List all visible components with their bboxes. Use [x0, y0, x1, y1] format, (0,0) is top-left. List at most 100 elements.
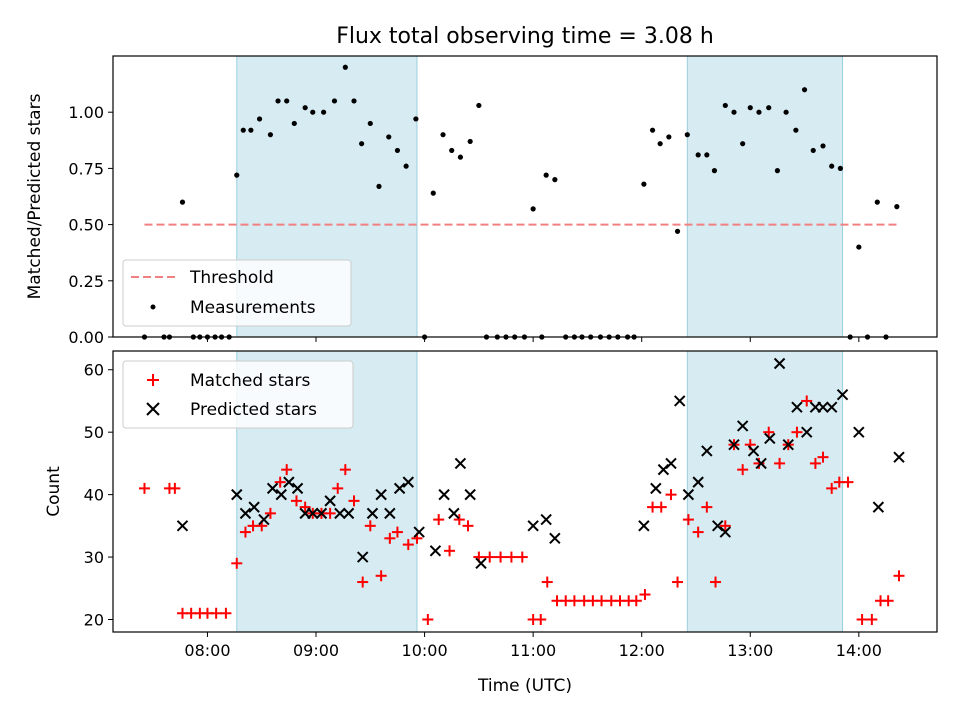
matched-stars-point — [596, 595, 608, 607]
predicted-stars-point-stroke — [454, 457, 467, 470]
predicted-stars-point — [682, 488, 695, 501]
predicted-stars-point — [375, 488, 387, 501]
matched-stars-point — [856, 614, 868, 626]
predicted-stars-point-stroke — [475, 557, 487, 570]
measurement-point — [552, 177, 558, 183]
measurement-point — [291, 120, 297, 127]
matched-stars-point — [516, 551, 528, 563]
matched-stars-point — [231, 557, 243, 569]
matched-stars-point — [809, 457, 821, 469]
matched-stars-point — [210, 607, 222, 619]
measurement-point — [403, 163, 409, 169]
predicted-stars-point-stroke — [836, 389, 849, 401]
predicted-stars-point — [176, 520, 189, 532]
matched-stars-point — [682, 514, 694, 526]
measurement-point — [674, 228, 681, 234]
matched-stars-point — [274, 476, 286, 488]
predicted-stars-point-stroke — [239, 507, 252, 520]
predicted-stars-point-stroke — [853, 426, 865, 438]
x-tick-label: 14:00 — [836, 641, 882, 660]
matched-stars-point — [324, 507, 336, 519]
matched-stars-point — [357, 576, 369, 588]
predicted-stars-point — [475, 557, 487, 570]
measurement-point — [267, 132, 274, 138]
matched-stars-point — [444, 545, 456, 557]
measurement-point — [449, 147, 455, 154]
measurement-point — [234, 172, 240, 178]
predicted-stars-point — [540, 513, 552, 526]
ratio-y-tick-label: 1.00 — [68, 103, 104, 122]
predicted-stars-point-stroke — [291, 482, 304, 495]
predicted-stars-point-stroke — [801, 426, 813, 438]
predicted-stars-point-stroke — [719, 526, 732, 538]
measurement-point — [657, 141, 663, 147]
measurement-point — [367, 120, 373, 127]
predicted-stars-point — [393, 482, 406, 495]
matched-stars-point — [655, 501, 667, 513]
measurements-legend-swatch — [150, 304, 156, 310]
predicted-stars-point — [817, 401, 829, 413]
predicted-stars-point-stroke — [448, 507, 460, 520]
measurement-point — [386, 134, 392, 140]
predicted-stars-point-stroke — [711, 520, 724, 532]
predicted-stars-point-stroke — [356, 551, 369, 563]
matched-stars-point — [462, 520, 474, 532]
count-y-tick-label: 20 — [84, 611, 104, 630]
predicted-stars-point — [825, 401, 838, 413]
measurement-point — [256, 116, 263, 122]
measurement-point — [331, 98, 338, 104]
predicted-stars-point-stroke — [540, 513, 552, 526]
predicted-stars-point — [239, 507, 252, 520]
measurement-point — [641, 181, 647, 187]
matched-stars-point — [484, 551, 496, 563]
measurement-point — [704, 152, 710, 158]
measurement-point — [695, 152, 701, 158]
measurement-point — [376, 183, 382, 189]
predicted-stars-point — [836, 389, 849, 401]
matched-stars-point — [535, 614, 547, 626]
measurement-point — [711, 168, 718, 174]
predicted-stars-point-stroke — [384, 507, 396, 520]
predicted-stars-point — [893, 451, 905, 463]
predicted-stars-point — [266, 482, 279, 495]
predicted-stars-point — [527, 520, 539, 532]
count-y-tick-label: 60 — [84, 361, 104, 380]
predicted-stars-point — [665, 457, 677, 470]
ratio-legend: Threshold Measurements — [122, 259, 352, 327]
matched-stars-point — [710, 576, 722, 588]
measurement-point — [740, 141, 746, 147]
matched-stars-point — [281, 464, 293, 476]
matched-stars-point — [701, 501, 713, 513]
predicted-stars-point — [464, 488, 476, 501]
measurement-point — [430, 190, 436, 196]
predicted-stars-point-stroke — [258, 513, 270, 526]
count-shaded-interval-1 — [686, 350, 844, 633]
measurement-point — [302, 105, 308, 111]
predicted-stars-point — [258, 513, 270, 526]
measurement-point — [351, 98, 357, 104]
measurement-point — [457, 154, 464, 160]
predicted-stars-point-stroke — [773, 357, 786, 370]
ratio-legend-box — [122, 259, 352, 327]
matched-stars-point — [866, 614, 878, 626]
predicted-stars-point — [334, 507, 346, 520]
predicted-stars-point-stroke — [307, 507, 319, 520]
matched-stars-point — [753, 457, 765, 469]
predicted-stars-point — [402, 476, 415, 488]
matched-stars-point — [763, 426, 775, 438]
measurement-point — [766, 105, 772, 111]
matched-stars-point — [791, 426, 803, 438]
predicted-stars-point — [853, 426, 865, 438]
measurement-point — [275, 98, 281, 104]
measurement-point — [810, 147, 816, 154]
predicted-stars-point — [719, 526, 732, 538]
ratio-shaded-interval-1 — [686, 55, 844, 338]
measurement-point — [894, 204, 900, 210]
predicted-stars-point — [773, 357, 786, 370]
matched-stars-point — [495, 551, 507, 563]
x-tick-label: 11:00 — [510, 641, 556, 660]
count-y-tick-label: 30 — [84, 548, 104, 567]
matched-stars-point — [665, 489, 677, 501]
count-legend: Matched stars Predicted stars — [122, 360, 354, 429]
predicted-stars-point-stroke — [176, 520, 189, 532]
